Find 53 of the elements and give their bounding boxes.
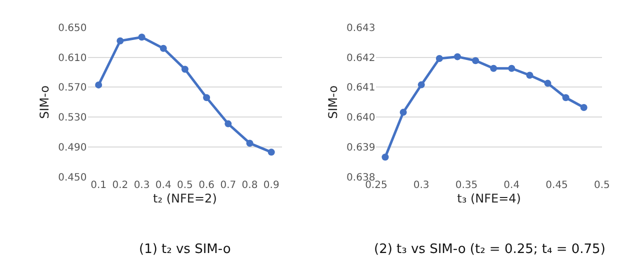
point xyxy=(562,94,570,102)
point xyxy=(472,57,480,64)
point xyxy=(246,140,254,147)
y-tick-label: 0.450 xyxy=(58,172,87,184)
x-tick-label: 0.5 xyxy=(594,180,610,191)
x-axis-title: t₂ (NFE=2) xyxy=(153,192,217,206)
x-tick-label: 0.6 xyxy=(198,180,215,191)
y-tick-label: 0.570 xyxy=(58,82,87,94)
x-tick-label: 0.3 xyxy=(413,180,430,191)
y-tick-label: 0.490 xyxy=(58,142,87,154)
x-tick-label: 0.8 xyxy=(242,180,258,191)
y-tick-label: 0.643 xyxy=(346,22,376,34)
y-tick-label: 0.610 xyxy=(58,52,87,64)
point xyxy=(418,81,425,88)
point xyxy=(95,81,102,88)
point xyxy=(116,37,124,44)
point xyxy=(382,154,389,161)
y-tick-label: 0.642 xyxy=(346,52,376,64)
point xyxy=(224,120,232,128)
x-tick-label: 0.3 xyxy=(134,180,150,191)
x-tick-label: 0.7 xyxy=(220,180,236,191)
point xyxy=(526,72,534,79)
x-tick-label: 0.5 xyxy=(177,180,193,191)
x-tick-label: 0.4 xyxy=(155,180,172,191)
x-axis-title: t₃ (NFE=4) xyxy=(457,192,521,206)
point xyxy=(181,66,188,73)
y-tick-label: 0.650 xyxy=(58,22,87,34)
text: (1) t₂ vs SIM-o xyxy=(139,242,231,257)
point xyxy=(454,53,461,60)
point xyxy=(138,34,146,41)
point xyxy=(508,64,516,72)
y-axis-title: SIM-o xyxy=(37,85,52,119)
x-tick-label: 0.2 xyxy=(112,180,128,191)
y-tick-label: 0.640 xyxy=(346,112,376,124)
x-tick-label: 0.1 xyxy=(90,180,107,191)
point xyxy=(580,104,588,112)
point xyxy=(268,148,275,156)
point xyxy=(400,108,407,116)
y-tick-label: 0.530 xyxy=(58,112,87,124)
x-tick-label: 0.45 xyxy=(546,180,568,191)
text: (2) t₃ vs SIM-o (t₂ = 0.25; t₄ = 0.75) xyxy=(374,242,606,257)
y-tick-label: 0.639 xyxy=(346,142,376,154)
point xyxy=(436,55,443,62)
point xyxy=(160,44,167,52)
point xyxy=(490,64,498,72)
x-tick-label: 0.35 xyxy=(455,180,478,191)
x-tick-label: 0.4 xyxy=(504,180,520,191)
y-axis-title: SIM-o xyxy=(326,85,340,119)
point xyxy=(544,80,552,87)
point xyxy=(203,94,210,102)
x-tick-label: 0.9 xyxy=(263,180,280,191)
y-tick-label: 0.641 xyxy=(346,82,376,94)
x-tick-label: 0.25 xyxy=(365,180,388,191)
